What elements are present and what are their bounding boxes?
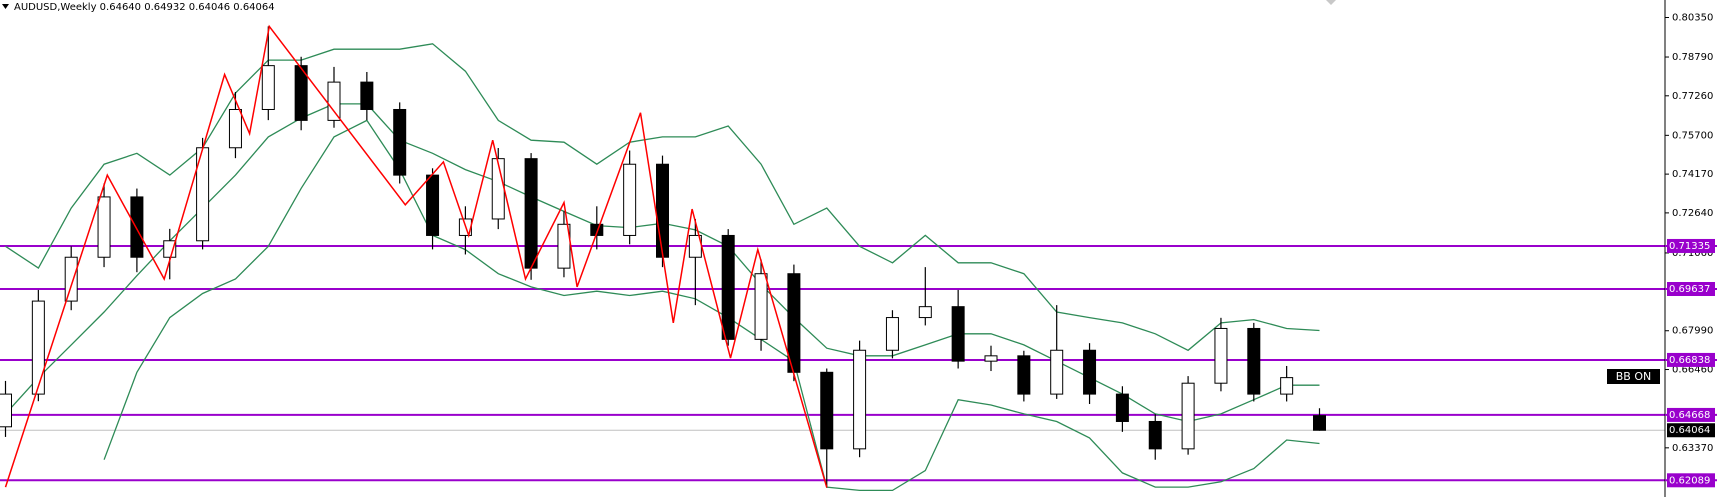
candle-body bbox=[393, 108, 407, 176]
bollinger-lower bbox=[103, 119, 1320, 492]
level-label: 0.64668 bbox=[1669, 410, 1710, 421]
plot-area bbox=[0, 24, 1665, 492]
level-label-box bbox=[1667, 352, 1715, 367]
y-tick-label: 0.74170 bbox=[1672, 169, 1713, 180]
candle-body bbox=[590, 223, 604, 236]
level-label-box bbox=[1667, 407, 1715, 422]
y-tick-label: 0.77260 bbox=[1672, 91, 1713, 102]
level-label: 0.66838 bbox=[1669, 355, 1710, 366]
candle-body bbox=[853, 349, 867, 450]
candle-body bbox=[1280, 377, 1294, 395]
y-tick-label: 0.75700 bbox=[1672, 130, 1713, 141]
candle-body bbox=[491, 158, 505, 220]
candle-body bbox=[754, 273, 768, 340]
chart-title: AUDUSD,Weekly 0.64640 0.64932 0.64046 0.… bbox=[14, 2, 275, 13]
candle-body bbox=[1313, 415, 1326, 431]
candle-body bbox=[327, 81, 341, 121]
candle-body bbox=[885, 317, 899, 351]
candle-body bbox=[64, 256, 78, 302]
candle-body bbox=[228, 108, 242, 149]
last-price-label: 0.64064 bbox=[1669, 425, 1710, 436]
y-tick-label: 0.71060 bbox=[1672, 248, 1713, 259]
candle-body bbox=[984, 355, 998, 362]
candle-body bbox=[97, 196, 111, 258]
level-label: 0.62089 bbox=[1669, 475, 1710, 486]
candle-body bbox=[524, 158, 538, 269]
zigzag bbox=[4, 24, 828, 488]
candle-body bbox=[1083, 349, 1097, 395]
candle-body bbox=[721, 234, 735, 340]
shift-marker bbox=[1326, 0, 1336, 5]
candle-body bbox=[557, 223, 571, 269]
menu-triangle[interactable] bbox=[2, 4, 9, 9]
button-label[interactable]: BB ON bbox=[1616, 370, 1651, 383]
candle-body bbox=[656, 163, 669, 258]
bollinger-upper bbox=[5, 43, 1320, 352]
candle-body bbox=[294, 65, 308, 121]
candle-body bbox=[1214, 327, 1228, 384]
y-tick-label: 0.72640 bbox=[1672, 208, 1713, 219]
level-label-box bbox=[1667, 282, 1715, 297]
y-tick-label: 0.63370 bbox=[1672, 443, 1713, 454]
button-background[interactable] bbox=[1607, 369, 1660, 384]
candle-body bbox=[820, 371, 834, 450]
candle-body bbox=[1115, 393, 1129, 422]
bb-button[interactable]: BB ON bbox=[1607, 369, 1660, 384]
level-label-box bbox=[1667, 473, 1715, 488]
candle-body bbox=[130, 196, 144, 258]
candle-body bbox=[1050, 349, 1064, 395]
candle-body bbox=[1017, 355, 1031, 395]
candle-body bbox=[918, 306, 932, 319]
last-price-box bbox=[1667, 423, 1715, 438]
y-tick-label: 0.80350 bbox=[1672, 12, 1713, 23]
candle-body bbox=[1181, 382, 1195, 450]
candle-body bbox=[360, 81, 374, 110]
candle-body bbox=[163, 240, 177, 258]
candle-body bbox=[0, 393, 12, 428]
level-label: 0.69637 bbox=[1669, 284, 1710, 295]
level-label: 0.71335 bbox=[1669, 241, 1710, 252]
candle-body bbox=[1148, 420, 1162, 450]
candle-body bbox=[623, 163, 637, 236]
level-label-box bbox=[1667, 238, 1715, 253]
candle-body bbox=[426, 174, 440, 236]
candle-body bbox=[261, 65, 275, 110]
y-tick-label: 0.67990 bbox=[1672, 326, 1713, 337]
candle-body bbox=[951, 306, 965, 362]
y-tick-label: 0.78790 bbox=[1672, 52, 1713, 63]
candle-body bbox=[31, 300, 45, 395]
y-tick-label: 0.66460 bbox=[1672, 365, 1713, 376]
candle-body bbox=[1247, 327, 1261, 395]
price-axis: 0.80350 0.78790 0.77260 0.75700 0.74170 0.726… bbox=[1665, 12, 1717, 488]
